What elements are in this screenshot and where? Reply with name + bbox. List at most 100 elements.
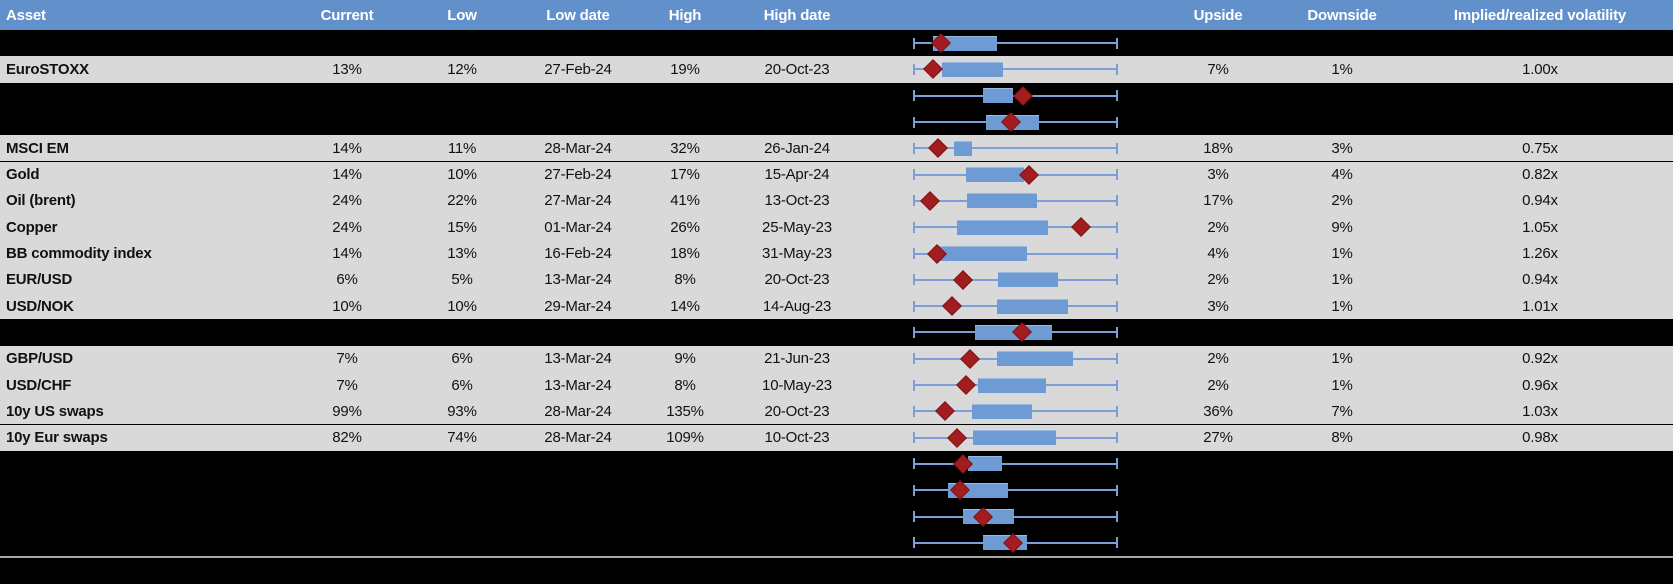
- whisker-cap-right-icon: [1116, 142, 1118, 154]
- cell-asset: BB commodity index: [6, 245, 152, 263]
- whisker-cap-right-icon: [1116, 169, 1118, 181]
- cell-upside: 18%: [1203, 139, 1233, 157]
- range-boxplot: [913, 109, 1118, 135]
- cell-upside: 3%: [1207, 166, 1229, 184]
- cell-downside: 2%: [1331, 192, 1353, 210]
- cell-upside: 4%: [1207, 245, 1229, 263]
- cell-current: 7%: [336, 376, 358, 394]
- column-header-high_date: High date: [763, 6, 831, 24]
- whisker-cap-left-icon: [913, 274, 915, 286]
- cell-low: 12%: [447, 60, 477, 78]
- cell-implied_realized: 0.94x: [1522, 192, 1558, 210]
- cell-downside: 1%: [1331, 350, 1353, 368]
- range-box: [938, 246, 1027, 262]
- cell-upside: 36%: [1203, 402, 1233, 420]
- column-header-low_date: Low date: [546, 6, 610, 24]
- cell-high_date: 20-Oct-23: [764, 271, 830, 289]
- range-boxplot: [913, 530, 1118, 556]
- diamond-marker-icon: [942, 296, 962, 317]
- cell-upside: 7%: [1207, 60, 1229, 78]
- cell-low: 15%: [447, 218, 477, 236]
- whisker-cap-left-icon: [913, 432, 915, 444]
- cell-downside: 9%: [1331, 218, 1353, 236]
- cell-high: 135%: [666, 402, 704, 420]
- range-boxplot: [913, 319, 1118, 345]
- cell-downside: 1%: [1331, 271, 1353, 289]
- cell-high: 8%: [674, 376, 696, 394]
- column-header-high: High: [668, 6, 702, 24]
- range-boxplot: [913, 56, 1118, 82]
- cell-downside: 1%: [1331, 376, 1353, 394]
- cell-upside: 2%: [1207, 271, 1229, 289]
- cell-current: 24%: [332, 192, 362, 210]
- cell-implied_realized: 0.94x: [1522, 271, 1558, 289]
- cell-current: 82%: [332, 429, 362, 447]
- whisker-cap-right-icon: [1116, 116, 1118, 128]
- cell-current: 99%: [332, 402, 362, 420]
- cell-downside: 1%: [1331, 245, 1353, 263]
- whisker-cap-left-icon: [913, 537, 915, 549]
- whisker-line: [913, 42, 1118, 45]
- cell-low: 6%: [451, 376, 473, 394]
- cell-asset: EUR/USD: [6, 271, 73, 289]
- cell-asset: 10y Eur swaps: [6, 429, 108, 447]
- cell-asset: Copper: [6, 218, 58, 236]
- cell-high_date: 20-Oct-23: [764, 60, 830, 78]
- whisker-cap-left-icon: [913, 169, 915, 181]
- header-row: Asset Current Low Low date High High date Upsi…: [0, 0, 1673, 30]
- cell-high_date: 25-May-23: [762, 218, 832, 236]
- cell-implied_realized: 1.01x: [1522, 297, 1558, 315]
- cell-low_date: 28-Mar-24: [544, 429, 612, 447]
- cell-low_date: 13-Mar-24: [544, 271, 612, 289]
- table-row: Copper 24% 15% 01-Mar-24 26% 25-May-23 2% 9% 1.0…: [0, 214, 1673, 241]
- cell-low: 11%: [447, 139, 477, 157]
- cell-high: 17%: [670, 166, 700, 184]
- range-boxplot: [913, 188, 1118, 214]
- cell-high: 26%: [670, 218, 700, 236]
- cell-high: 19%: [670, 60, 700, 78]
- range-box: [933, 35, 998, 51]
- whisker-cap-left-icon: [913, 90, 915, 102]
- cell-high: 109%: [666, 429, 704, 447]
- cell-low: 93%: [447, 402, 477, 420]
- cell-implied_realized: 0.98x: [1522, 429, 1558, 447]
- cell-high: 14%: [670, 297, 700, 315]
- table-row: Oil (brent) 24% 22% 27-Mar-24 41% 13-Oct-23 17…: [0, 187, 1673, 215]
- range-box: [977, 377, 1047, 393]
- range-box: [954, 140, 973, 156]
- cell-current: 7%: [336, 350, 358, 368]
- whisker-line: [913, 68, 1118, 71]
- cell-asset: Oil (brent): [6, 192, 76, 210]
- cell-asset: GBP/USD: [6, 350, 73, 368]
- whisker-cap-left-icon: [913, 326, 915, 338]
- cell-downside: 1%: [1331, 297, 1353, 315]
- whisker-cap-left-icon: [913, 405, 915, 417]
- range-box: [997, 298, 1068, 314]
- cell-implied_realized: 0.96x: [1522, 376, 1558, 394]
- range-boxplot: [913, 267, 1118, 293]
- cell-low: 6%: [451, 350, 473, 368]
- range-box: [941, 61, 1003, 77]
- diamond-marker-icon: [928, 138, 948, 159]
- cell-low_date: 13-Mar-24: [544, 350, 612, 368]
- range-box: [966, 193, 1038, 209]
- whisker-cap-right-icon: [1116, 432, 1118, 444]
- whisker-cap-right-icon: [1116, 537, 1118, 549]
- cell-downside: 3%: [1331, 139, 1353, 157]
- cell-asset: USD/NOK: [6, 297, 74, 315]
- whisker-cap-right-icon: [1116, 405, 1118, 417]
- whisker-cap-left-icon: [913, 484, 915, 496]
- whisker-cap-left-icon: [913, 248, 915, 260]
- cell-low: 10%: [447, 297, 477, 315]
- cell-upside: 2%: [1207, 218, 1229, 236]
- cell-current: 14%: [332, 139, 362, 157]
- diamond-marker-icon: [956, 375, 976, 395]
- whisker-cap-right-icon: [1116, 326, 1118, 338]
- cell-high_date: 10-May-23: [762, 376, 832, 394]
- cell-downside: 1%: [1331, 60, 1353, 78]
- cell-upside: 17%: [1203, 192, 1233, 210]
- cell-upside: 27%: [1203, 429, 1233, 447]
- cell-high_date: 10-Oct-23: [764, 429, 830, 447]
- cell-implied_realized: 0.75x: [1522, 139, 1558, 157]
